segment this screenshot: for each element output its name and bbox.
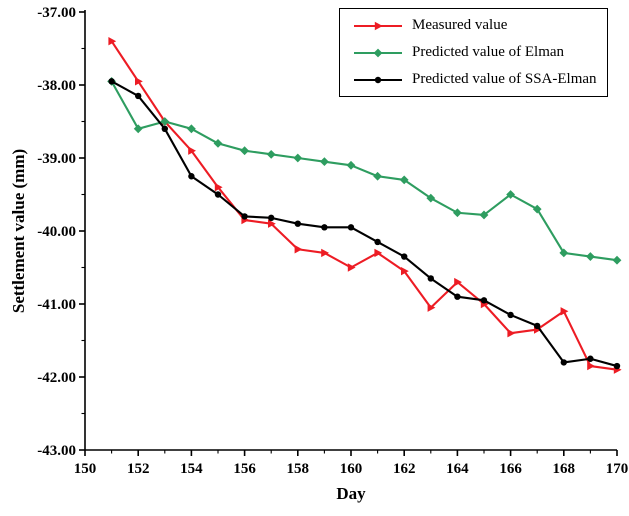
- legend-label-ssa-elman: Predicted value of SSA-Elman: [412, 71, 597, 87]
- legend-item-elman: Predicted value of Elman: [340, 39, 607, 66]
- x-tick-label: 164: [446, 461, 469, 477]
- x-tick-label: 160: [340, 461, 363, 477]
- y-tick-label: -38.00: [37, 78, 76, 94]
- y-tick-label: -41.00: [37, 297, 76, 313]
- x-axis-title: Day: [336, 484, 366, 503]
- x-axis-ticks: 150 152 154 156 158 160 162 164 166 168 170: [74, 450, 629, 477]
- legend-label-elman: Predicted value of Elman: [412, 44, 565, 60]
- series-2-line: [108, 78, 621, 370]
- x-tick-label: 158: [287, 461, 310, 477]
- legend-measured-line-icon: [354, 21, 402, 30]
- legend-label-measured: Measured value: [412, 17, 508, 33]
- legend-elman-line-icon: [354, 48, 402, 57]
- x-tick-label: 168: [553, 461, 576, 477]
- y-tick-label: -39.00: [37, 151, 76, 167]
- x-tick-label: 170: [606, 461, 629, 477]
- legend-item-measured: Measured value: [340, 12, 607, 39]
- y-tick-label: -40.00: [37, 224, 76, 240]
- x-tick-label: 150: [74, 461, 97, 477]
- chart-legend: Measured value Predicted value of Elman …: [339, 8, 608, 97]
- y-tick-label: -42.00: [37, 370, 76, 386]
- y-tick-label: -37.00: [37, 5, 76, 21]
- x-tick-label: 166: [499, 461, 522, 477]
- y-axis-title: Settlement value (mm): [9, 148, 28, 314]
- x-tick-label: 156: [233, 461, 256, 477]
- y-axis-ticks: -43.00 -42.00 -41.00 -40.00 -39.00 -38.00 -37.…: [37, 5, 85, 459]
- x-tick-label: 162: [393, 461, 416, 477]
- series-1-line: [107, 76, 622, 265]
- legend-item-ssa-elman: Predicted value of SSA-Elman: [340, 66, 607, 93]
- x-tick-label: 154: [180, 461, 203, 477]
- x-tick-label: 152: [127, 461, 150, 477]
- y-tick-label: -43.00: [37, 443, 76, 459]
- legend-ssa-elman-line-icon: [354, 76, 402, 83]
